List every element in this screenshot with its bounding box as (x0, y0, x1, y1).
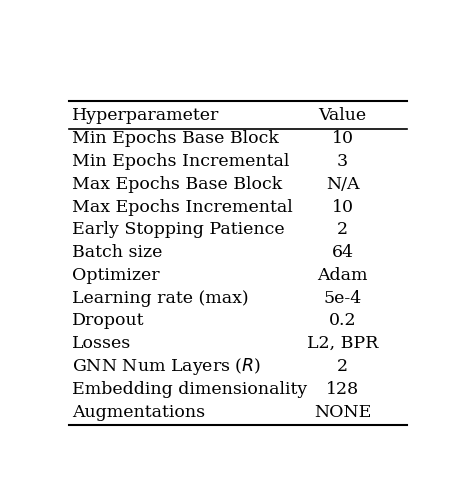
Text: 2: 2 (336, 358, 347, 375)
Text: Value: Value (318, 107, 366, 124)
Text: Losses: Losses (72, 335, 131, 352)
Text: 5e-4: 5e-4 (323, 290, 361, 307)
Text: 128: 128 (325, 381, 358, 398)
Text: Optimizer: Optimizer (72, 267, 160, 284)
Text: GNN Num Layers ($R$): GNN Num Layers ($R$) (72, 356, 261, 377)
Text: Max Epochs Incremental: Max Epochs Incremental (72, 199, 293, 215)
Text: Early Stopping Patience: Early Stopping Patience (72, 221, 284, 238)
Text: L2, BPR: L2, BPR (306, 335, 377, 352)
Text: Batch size: Batch size (72, 244, 163, 261)
Text: 0.2: 0.2 (328, 312, 356, 330)
Text: Max Epochs Base Block: Max Epochs Base Block (72, 176, 282, 193)
Text: Min Epochs Base Block: Min Epochs Base Block (72, 130, 279, 147)
Text: 2: 2 (336, 221, 347, 238)
Text: 10: 10 (331, 199, 353, 215)
Text: NONE: NONE (313, 403, 370, 421)
Text: Min Epochs Incremental: Min Epochs Incremental (72, 153, 289, 170)
Text: 10: 10 (331, 130, 353, 147)
Text: Embedding dimensionality: Embedding dimensionality (72, 381, 307, 398)
Text: Hyperparameter: Hyperparameter (72, 107, 219, 124)
Text: Adam: Adam (317, 267, 367, 284)
Text: N/A: N/A (325, 176, 358, 193)
Text: Dropout: Dropout (72, 312, 144, 330)
Text: Learning rate (max): Learning rate (max) (72, 290, 249, 307)
Text: 3: 3 (336, 153, 347, 170)
Text: 64: 64 (331, 244, 353, 261)
Text: Augmentations: Augmentations (72, 403, 205, 421)
